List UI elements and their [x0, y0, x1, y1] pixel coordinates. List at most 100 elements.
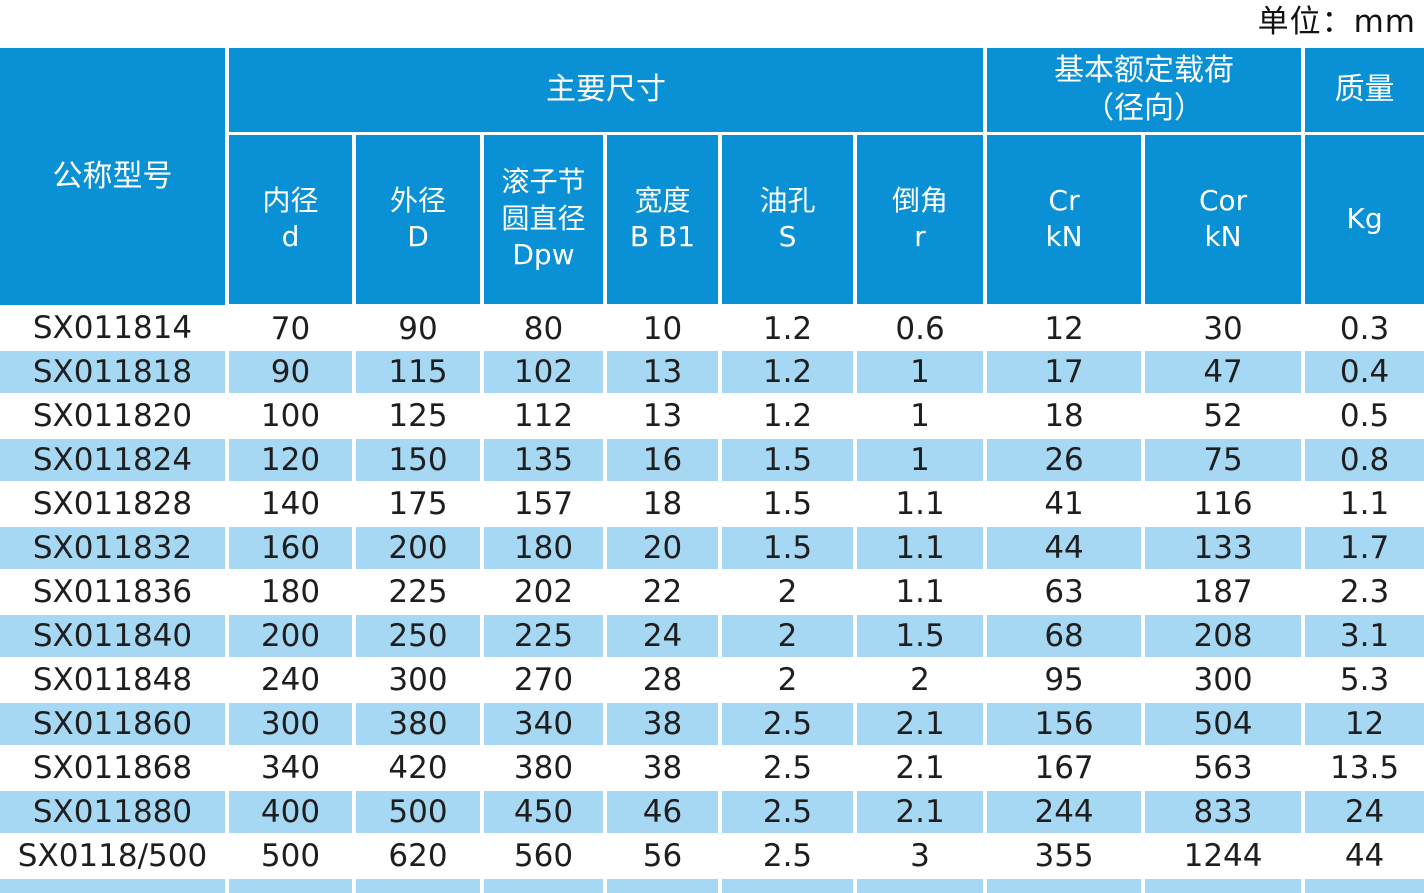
- chamfer-r-cell: 1: [855, 350, 988, 395]
- model-cell: [0, 878, 229, 893]
- sub-header-row: 内径 d 外径 D 滚子节 圆直径 Dpw 宽度 B B1 油孔 S 倒角 r …: [0, 133, 1424, 309]
- oil-hole-S-cell: 1.5: [720, 438, 857, 483]
- inner-diameter-d-cell: 340: [227, 746, 356, 791]
- inner-diameter-d-cell: 160: [227, 526, 356, 571]
- chamfer-r-cell: 1: [855, 394, 988, 439]
- oil-hole-S-cell: 2: [720, 614, 857, 659]
- model-cell: SX011880: [0, 790, 229, 835]
- bearing-spec-table: 公称型号 主要尺寸 基本额定载荷 （径向） 质量 内径 d 外径 D 滚子节 圆…: [0, 48, 1424, 893]
- chamfer-r-cell: 2.1: [855, 702, 988, 747]
- col-header-inner-diameter: 内径 d: [227, 133, 356, 309]
- static-load-Cor-kN-cell: 300: [1143, 658, 1306, 703]
- mass-kg-cell: [1303, 878, 1424, 893]
- width-B-B1-cell: 38: [605, 702, 722, 747]
- oil-hole-S-cell: 1.5: [720, 526, 857, 571]
- chamfer-r-cell: 1.1: [855, 482, 988, 527]
- roller-pitch-diameter-Dpw-cell: 450: [482, 790, 607, 835]
- chamfer-r-cell: 2: [855, 658, 988, 703]
- model-cell: SX011836: [0, 570, 229, 615]
- inner-diameter-d-cell: [227, 878, 356, 893]
- table-row: SX011860 300 380 340 38 2.5 2.1 156 504 12: [0, 702, 1424, 747]
- table-header: 公称型号 主要尺寸 基本额定载荷 （径向） 质量 内径 d 外径 D 滚子节 圆…: [0, 48, 1424, 309]
- dynamic-load-Cr-kN-cell: 12: [985, 306, 1146, 351]
- width-B-B1-cell: 13: [605, 394, 722, 439]
- mass-kg-cell: 5.3: [1303, 658, 1424, 703]
- col-header-outer-diameter: 外径 D: [354, 133, 484, 309]
- inner-diameter-d-cell: 140: [227, 482, 356, 527]
- group-header-main-dimensions: 主要尺寸: [227, 48, 988, 135]
- width-B-B1-cell: [605, 878, 722, 893]
- roller-pitch-diameter-Dpw-cell: 157: [482, 482, 607, 527]
- outer-diameter-D-cell: 380: [354, 702, 484, 747]
- static-load-Cor-kN-cell: 1244: [1143, 834, 1306, 879]
- mass-kg-cell: 0.3: [1303, 306, 1424, 351]
- chamfer-r-cell: 0.6: [855, 306, 988, 351]
- oil-hole-S-cell: 1.2: [720, 306, 857, 351]
- roller-pitch-diameter-Dpw-cell: 135: [482, 438, 607, 483]
- model-cell: SX011832: [0, 526, 229, 571]
- model-cell: SX011868: [0, 746, 229, 791]
- chamfer-r-cell: 1.5: [855, 614, 988, 659]
- oil-hole-S-cell: 2.5: [720, 746, 857, 791]
- unit-label: 单位：mm: [1257, 4, 1416, 40]
- chamfer-r-cell: 1.1: [855, 570, 988, 615]
- outer-diameter-D-cell: 115: [354, 350, 484, 395]
- roller-pitch-diameter-Dpw-cell: 102: [482, 350, 607, 395]
- roller-pitch-diameter-Dpw-cell: 380: [482, 746, 607, 791]
- width-B-B1-cell: 13: [605, 350, 722, 395]
- static-load-Cor-kN-cell: 47: [1143, 350, 1306, 395]
- table-row: SX011836 180 225 202 22 2 1.1 63 187 2.3: [0, 570, 1424, 615]
- static-load-Cor-kN-cell: 563: [1143, 746, 1306, 791]
- outer-diameter-D-cell: 90: [354, 306, 484, 351]
- width-B-B1-cell: 24: [605, 614, 722, 659]
- model-cell: SX011814: [0, 306, 229, 351]
- roller-pitch-diameter-Dpw-cell: 340: [482, 702, 607, 747]
- mass-kg-cell: 1.7: [1303, 526, 1424, 571]
- table-row: SX011832 160 200 180 20 1.5 1.1 44 133 1.7: [0, 526, 1424, 571]
- dynamic-load-Cr-kN-cell: 95: [985, 658, 1146, 703]
- dynamic-load-Cr-kN-cell: 17: [985, 350, 1146, 395]
- oil-hole-S-cell: 1.2: [720, 350, 857, 395]
- model-cell: SX011828: [0, 482, 229, 527]
- roller-pitch-diameter-Dpw-cell: 112: [482, 394, 607, 439]
- group-header-row: 公称型号 主要尺寸 基本额定载荷 （径向） 质量: [0, 48, 1424, 308]
- dynamic-load-Cr-kN-cell: 18: [985, 394, 1146, 439]
- table-body: SX011814 70 90 80 10 1.2 0.6 12 30 0.3 SX011818 90 1…: [0, 306, 1424, 893]
- mass-kg-cell: 1.1: [1303, 482, 1424, 527]
- chamfer-r-cell: [855, 878, 988, 893]
- width-B-B1-cell: 28: [605, 658, 722, 703]
- chamfer-r-cell: 2.1: [855, 746, 988, 791]
- inner-diameter-d-cell: 70: [227, 306, 356, 351]
- model-cell: SX011824: [0, 438, 229, 483]
- inner-diameter-d-cell: 200: [227, 614, 356, 659]
- outer-diameter-D-cell: 175: [354, 482, 484, 527]
- static-load-Cor-kN-cell: 504: [1143, 702, 1306, 747]
- table-row: SX011828 140 175 157 18 1.5 1.1 41 116 1.1: [0, 482, 1424, 527]
- oil-hole-S-cell: 2.5: [720, 702, 857, 747]
- roller-pitch-diameter-Dpw-cell: 80: [482, 306, 607, 351]
- partial-table-row: [0, 878, 1424, 893]
- inner-diameter-d-cell: 100: [227, 394, 356, 439]
- dynamic-load-Cr-kN-cell: 167: [985, 746, 1146, 791]
- mass-kg-cell: 12: [1303, 702, 1424, 747]
- roller-pitch-diameter-Dpw-cell: 202: [482, 570, 607, 615]
- chamfer-r-cell: 1: [855, 438, 988, 483]
- group-header-mass: 质量: [1303, 48, 1424, 135]
- col-header-oil-hole: 油孔 S: [720, 133, 857, 309]
- model-cell: SX011820: [0, 394, 229, 439]
- oil-hole-S-cell: 1.2: [720, 394, 857, 439]
- dynamic-load-Cr-kN-cell: 68: [985, 614, 1146, 659]
- oil-hole-S-cell: 2: [720, 570, 857, 615]
- oil-hole-S-cell: 1.5: [720, 482, 857, 527]
- col-header-cor: Cor kN: [1143, 133, 1306, 309]
- static-load-Cor-kN-cell: 52: [1143, 394, 1306, 439]
- model-cell: SX011848: [0, 658, 229, 703]
- inner-diameter-d-cell: 180: [227, 570, 356, 615]
- inner-diameter-d-cell: 240: [227, 658, 356, 703]
- chamfer-r-cell: 1.1: [855, 526, 988, 571]
- dynamic-load-Cr-kN-cell: 44: [985, 526, 1146, 571]
- table-row: SX011848 240 300 270 28 2 2 95 300 5.3: [0, 658, 1424, 703]
- mass-kg-cell: 2.3: [1303, 570, 1424, 615]
- width-B-B1-cell: 10: [605, 306, 722, 351]
